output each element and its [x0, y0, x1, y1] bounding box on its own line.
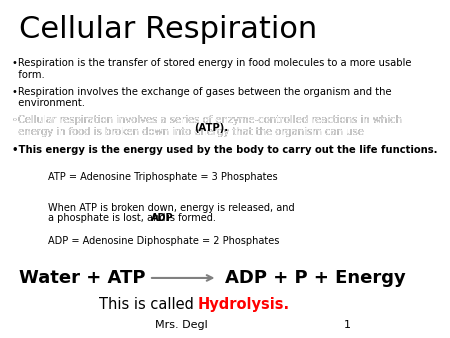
Text: Cellular Respiration: Cellular Respiration: [19, 15, 318, 44]
Text: ADP + P + Energy: ADP + P + Energy: [225, 269, 405, 287]
Text: Mrs. Degl: Mrs. Degl: [155, 320, 208, 330]
Text: (ATP).: (ATP).: [194, 123, 228, 132]
Text: ADP: ADP: [151, 213, 173, 223]
Text: is formed.: is formed.: [164, 213, 216, 223]
Text: •Respiration is the transfer of stored energy in food molecules to a more usable: •Respiration is the transfer of stored e…: [12, 58, 412, 80]
Text: ATP = Adenosine Triphosphate = 3 Phosphates: ATP = Adenosine Triphosphate = 3 Phospha…: [48, 172, 278, 183]
Text: This is called: This is called: [99, 297, 198, 312]
Text: •Cellular respiration involves a series of enzyme-controlled reactions in which
: •Cellular respiration involves a series …: [12, 115, 402, 137]
Text: •Cellular respiration involves a series of enzyme-controlled reactions in which
: •Cellular respiration involves a series …: [12, 115, 402, 137]
Text: Hydrolysis.: Hydrolysis.: [198, 297, 290, 312]
Text: When ATP is broken down, energy is released, and: When ATP is broken down, energy is relea…: [48, 202, 295, 213]
Text: 1: 1: [344, 320, 351, 330]
Text: Water + ATP: Water + ATP: [19, 269, 146, 287]
Text: a phosphate is lost, and: a phosphate is lost, and: [48, 213, 169, 223]
Text: •Respiration involves the exchange of gases between the organism and the
  envir: •Respiration involves the exchange of ga…: [12, 87, 392, 108]
Text: •This energy is the energy used by the body to carry out the life functions.: •This energy is the energy used by the b…: [12, 145, 438, 154]
Text: ADP = Adenosine Diphosphate = 2 Phosphates: ADP = Adenosine Diphosphate = 2 Phosphat…: [48, 236, 279, 246]
